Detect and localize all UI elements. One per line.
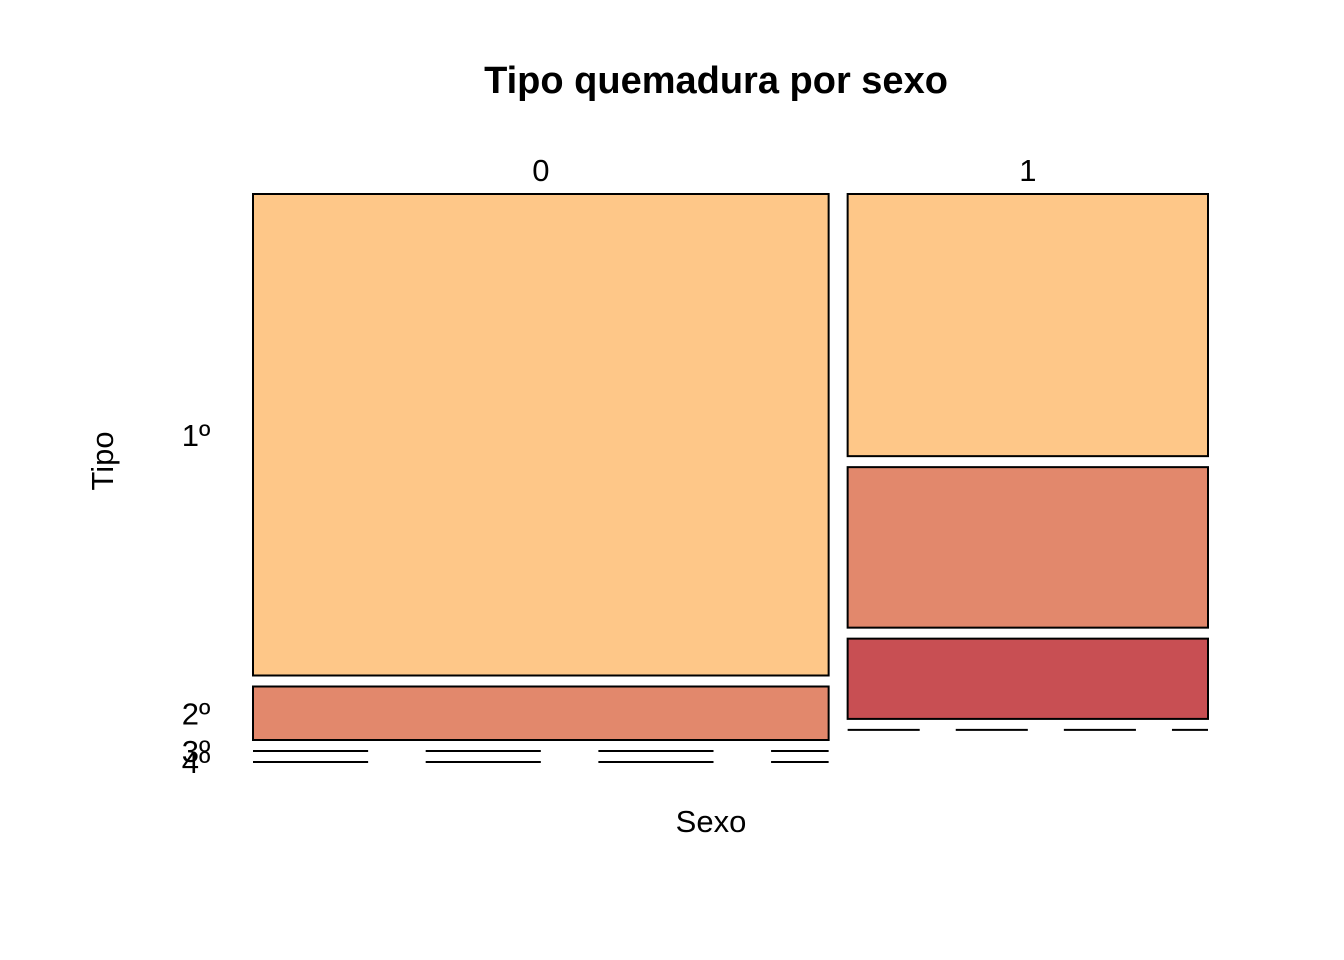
mosaic-tile-1-1 [846,193,1209,458]
mosaic-tile-1-3 [846,637,1209,720]
y-tick-label: 1º [182,418,211,453]
x-tick-label: 1 [1019,153,1036,188]
x-axis-title: Sexo [676,804,747,839]
mosaic-tiles [252,193,1209,763]
mosaic-tile-1-2 [846,466,1209,629]
mosaic-tile-0-2 [252,685,830,741]
chart-title: Tipo quemadura por sexo [484,60,948,102]
mosaic-tile-0-1 [252,193,830,677]
y-tick-label: 3º [182,734,211,769]
x-tick-label: 0 [532,153,549,188]
y-tick-label: 2º [182,696,211,731]
y-tick-label: 4º [182,745,211,780]
y-axis-title: Tipo [85,431,120,490]
